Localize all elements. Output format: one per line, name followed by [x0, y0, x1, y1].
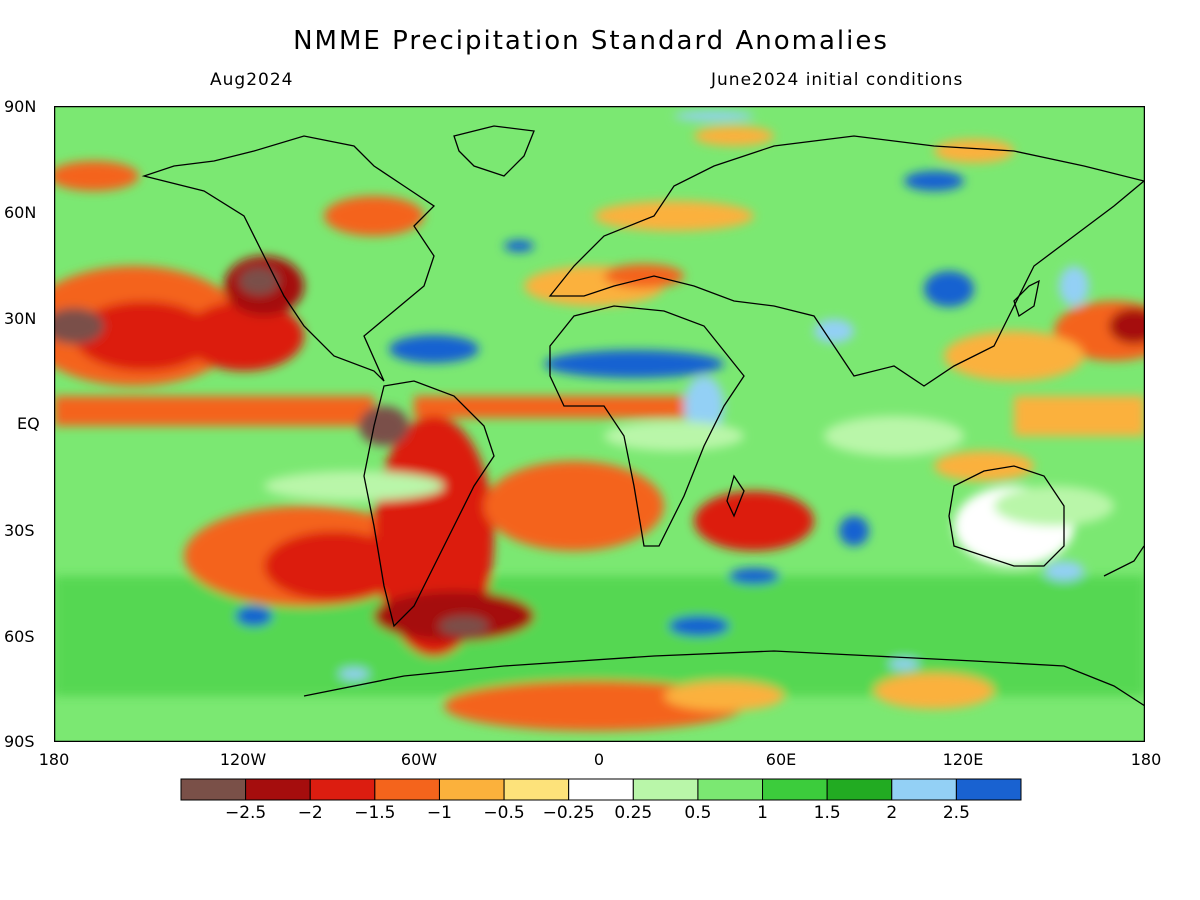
colorbar-swatch — [438, 778, 505, 801]
initial-conditions-label: June2024 initial conditions — [711, 70, 964, 90]
lat-label-90s: 90S — [4, 732, 35, 751]
colorbar-label: 1 — [757, 803, 768, 822]
colorbar-legend: −2.5 −2 −1.5 −1 −0.5 −0.25 0.25 0.5 1 1.5 2 2.5 — [180, 778, 1022, 822]
lon-label-60e: 60E — [765, 750, 797, 769]
map-frame — [54, 106, 1145, 742]
colorbar-swatch — [374, 778, 440, 801]
lat-label-30n: 30N — [4, 309, 37, 328]
colorbar-label: −1 — [427, 803, 452, 822]
precipitation-anomaly-map — [54, 106, 1145, 742]
valid-month-label: Aug2024 — [210, 70, 294, 90]
lon-label-60w: 60W — [400, 750, 438, 769]
lon-label-120w: 120W — [219, 750, 267, 769]
lat-label-30s: 30S — [4, 521, 35, 540]
colorbar-swatch — [632, 778, 699, 801]
chart-title: NMME Precipitation Standard Anomalies — [293, 26, 889, 56]
colorbar-label: 0.5 — [684, 803, 711, 822]
colorbar-swatch — [245, 778, 311, 801]
lon-label-180w: 180 — [38, 750, 70, 769]
lat-label-eq: EQ — [17, 414, 40, 433]
lon-label-180e: 180 — [1130, 750, 1162, 769]
coastline-outlines — [141, 125, 1145, 707]
colorbar-swatch — [568, 778, 634, 801]
colorbar-label: −2 — [298, 803, 323, 822]
anomaly-field — [54, 111, 1145, 731]
colorbar-label: 2 — [886, 803, 897, 822]
colorbar-label: −2.5 — [225, 803, 266, 822]
colorbar-label: 0.25 — [614, 803, 652, 822]
lat-label-60s: 60S — [4, 627, 35, 646]
lon-label-0: 0 — [593, 750, 605, 769]
colorbar-swatch — [503, 778, 570, 801]
colorbar-swatch — [697, 778, 764, 801]
colorbar-swatch — [826, 778, 893, 801]
colorbar-label: −1.5 — [354, 803, 395, 822]
lon-label-120e: 120E — [942, 750, 984, 769]
colorbar-label: −0.5 — [483, 803, 524, 822]
colorbar-swatch — [762, 778, 828, 801]
colorbar-swatch — [180, 778, 247, 801]
colorbar-swatch — [891, 778, 957, 801]
colorbar-swatch — [955, 778, 1022, 801]
lat-label-60n: 60N — [4, 203, 37, 222]
colorbar-swatch — [309, 778, 376, 801]
colorbar-label: 2.5 — [943, 803, 970, 822]
lat-label-90n: 90N — [4, 97, 37, 116]
colorbar-label: 1.5 — [814, 803, 841, 822]
colorbar-label: −0.25 — [543, 803, 595, 822]
